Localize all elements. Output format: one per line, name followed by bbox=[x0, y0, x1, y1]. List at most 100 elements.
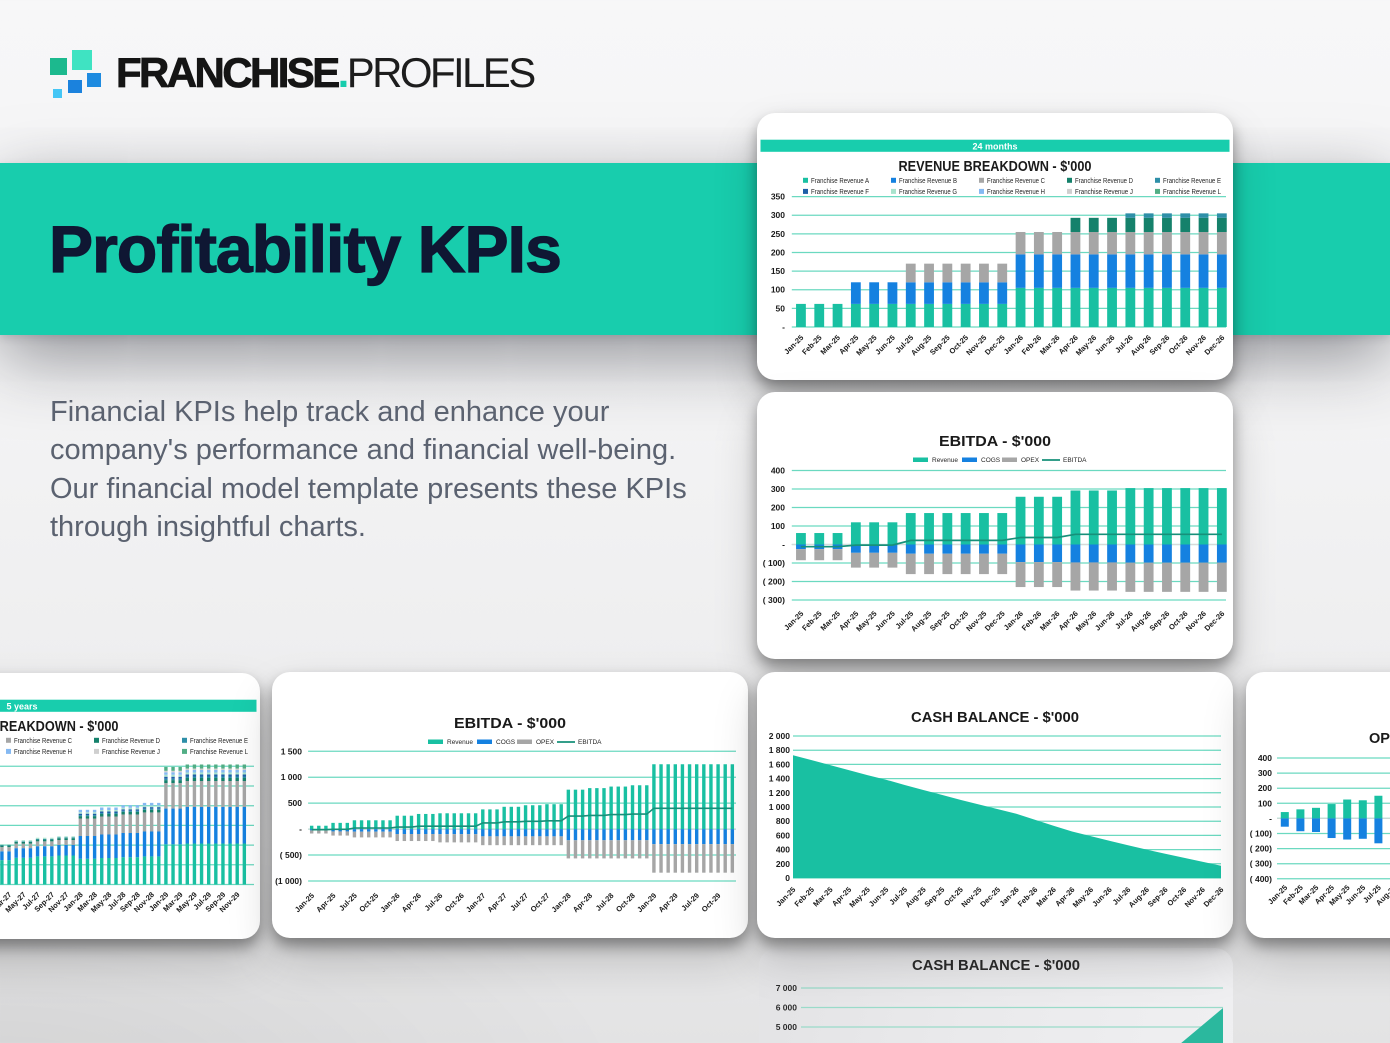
svg-text:Franchise Revenue H: Franchise Revenue H bbox=[14, 749, 72, 756]
svg-text:Franchise Revenue J: Franchise Revenue J bbox=[102, 749, 160, 756]
svg-text:-: - bbox=[782, 322, 785, 332]
svg-text:COGS: COGS bbox=[981, 457, 1001, 464]
svg-text:Sep-25: Sep-25 bbox=[923, 885, 947, 909]
svg-text:( 200): ( 200) bbox=[763, 577, 785, 587]
svg-text:Franchise Revenue F: Franchise Revenue F bbox=[811, 189, 869, 196]
svg-text:EBITDA: EBITDA bbox=[1063, 457, 1087, 464]
svg-text:Franchise Revenue L: Franchise Revenue L bbox=[1163, 189, 1221, 196]
svg-text:Franchise Revenue C: Franchise Revenue C bbox=[987, 178, 1045, 185]
svg-text:-: - bbox=[1269, 813, 1272, 823]
svg-text:REVENUE BREAKDOWN - $'000: REVENUE BREAKDOWN - $'000 bbox=[899, 159, 1092, 175]
svg-text:( 200): ( 200) bbox=[1250, 844, 1272, 854]
svg-text:Franchise Revenue L: Franchise Revenue L bbox=[190, 749, 248, 756]
svg-text:Oct-28: Oct-28 bbox=[614, 891, 637, 914]
svg-text:350: 350 bbox=[771, 192, 785, 202]
svg-text:Aug-26: Aug-26 bbox=[1129, 609, 1153, 633]
svg-text:Sep-26: Sep-26 bbox=[1146, 885, 1170, 909]
svg-text:Jan-25: Jan-25 bbox=[293, 891, 316, 914]
svg-text:OPEX: OPEX bbox=[1021, 457, 1040, 464]
svg-text:Dec-25: Dec-25 bbox=[983, 609, 1007, 633]
svg-text:Apr-27: Apr-27 bbox=[485, 891, 508, 914]
svg-text:Nov-25: Nov-25 bbox=[959, 885, 983, 909]
svg-text:-: - bbox=[299, 824, 302, 834]
svg-text:-: - bbox=[782, 540, 785, 550]
svg-text:Franchise Revenue J: Franchise Revenue J bbox=[1075, 189, 1133, 196]
svg-text:CASH BALANCE - $'000: CASH BALANCE - $'000 bbox=[912, 958, 1080, 974]
svg-text:Dec-26: Dec-26 bbox=[1203, 333, 1227, 357]
svg-text:(1 000): (1 000) bbox=[275, 876, 302, 886]
svg-text:1 000: 1 000 bbox=[769, 802, 791, 812]
svg-text:Mar-25: Mar-25 bbox=[819, 609, 842, 632]
svg-text:May-26: May-26 bbox=[1074, 333, 1098, 357]
svg-text:1 500: 1 500 bbox=[281, 746, 303, 756]
svg-text:300: 300 bbox=[771, 484, 785, 494]
svg-text:1 800: 1 800 bbox=[769, 745, 791, 755]
svg-text:Franchise Revenue H: Franchise Revenue H bbox=[987, 189, 1045, 196]
svg-text:1 200: 1 200 bbox=[769, 788, 791, 798]
svg-text:EBITDA - $'000: EBITDA - $'000 bbox=[939, 434, 1051, 450]
svg-text:Mar-26: Mar-26 bbox=[1038, 333, 1061, 356]
svg-text:May-25: May-25 bbox=[847, 885, 871, 909]
svg-text:500: 500 bbox=[288, 798, 302, 808]
svg-text:EBITDA - $'000: EBITDA - $'000 bbox=[454, 716, 566, 732]
svg-text:Franchise Revenue D: Franchise Revenue D bbox=[1075, 178, 1133, 185]
svg-text:Aug-26: Aug-26 bbox=[1127, 885, 1151, 909]
svg-text:1 600: 1 600 bbox=[769, 759, 791, 769]
svg-text:OPERATING CASH FLOW - $'000: OPERATING CASH FLOW - $'000 bbox=[1369, 731, 1390, 747]
svg-text:200: 200 bbox=[771, 248, 785, 258]
svg-text:( 100): ( 100) bbox=[1250, 829, 1272, 839]
svg-text:Jun-26: Jun-26 bbox=[1093, 609, 1116, 632]
svg-text:Oct-29: Oct-29 bbox=[700, 891, 723, 914]
svg-text:Dec-25: Dec-25 bbox=[978, 885, 1002, 909]
svg-text:Aug-25: Aug-25 bbox=[909, 609, 933, 633]
svg-text:COGS: COGS bbox=[496, 739, 516, 746]
svg-text:Franchise Revenue G: Franchise Revenue G bbox=[899, 189, 957, 196]
svg-text:Sep-26: Sep-26 bbox=[1148, 609, 1172, 633]
svg-text:100: 100 bbox=[771, 521, 785, 531]
svg-text:200: 200 bbox=[776, 859, 790, 869]
svg-text:600: 600 bbox=[776, 830, 790, 840]
svg-text:400: 400 bbox=[776, 845, 790, 855]
svg-text:Sep-26: Sep-26 bbox=[1148, 333, 1172, 357]
svg-text:6 000: 6 000 bbox=[776, 1003, 798, 1013]
svg-text:Franchise Revenue B: Franchise Revenue B bbox=[899, 178, 957, 185]
svg-text:24 months: 24 months bbox=[972, 142, 1017, 152]
svg-text:0: 0 bbox=[785, 873, 790, 883]
svg-text:4 000: 4 000 bbox=[776, 1042, 798, 1043]
svg-text:Franchise Revenue A: Franchise Revenue A bbox=[811, 178, 869, 185]
svg-text:Aug-26: Aug-26 bbox=[1129, 333, 1153, 357]
svg-text:400: 400 bbox=[771, 466, 785, 476]
svg-text:Jun-25: Jun-25 bbox=[873, 333, 896, 356]
svg-text:May-26: May-26 bbox=[1071, 885, 1095, 909]
svg-text:Franchise Revenue D: Franchise Revenue D bbox=[102, 738, 160, 745]
svg-text:( 400): ( 400) bbox=[1250, 874, 1272, 884]
svg-text:Franchise Revenue E: Franchise Revenue E bbox=[1163, 178, 1221, 185]
svg-text:800: 800 bbox=[776, 816, 790, 826]
svg-text:150: 150 bbox=[771, 266, 785, 276]
svg-text:Mar-25: Mar-25 bbox=[819, 333, 842, 356]
svg-text:Dec-26: Dec-26 bbox=[1202, 885, 1226, 909]
svg-text:Oct-26: Oct-26 bbox=[443, 891, 466, 914]
svg-text:250: 250 bbox=[771, 229, 785, 239]
svg-text:Sep-25: Sep-25 bbox=[928, 333, 952, 357]
svg-text:Nov-26: Nov-26 bbox=[1183, 885, 1207, 909]
svg-text:Jan-27: Jan-27 bbox=[464, 891, 487, 914]
svg-text:Jul-28: Jul-28 bbox=[594, 891, 616, 913]
svg-text:Oct-25: Oct-25 bbox=[357, 891, 380, 914]
svg-text:Revenue: Revenue bbox=[447, 739, 473, 746]
svg-text:Apr-26: Apr-26 bbox=[400, 891, 423, 914]
svg-text:5 years: 5 years bbox=[6, 702, 37, 712]
svg-text:Feb-26: Feb-26 bbox=[1016, 885, 1039, 908]
svg-text:( 300): ( 300) bbox=[1250, 859, 1272, 869]
svg-text:May-25: May-25 bbox=[854, 333, 878, 357]
svg-text:Jun-26: Jun-26 bbox=[1093, 333, 1116, 356]
svg-text:( 500): ( 500) bbox=[280, 850, 302, 860]
svg-text:Jul-26: Jul-26 bbox=[423, 891, 445, 913]
svg-text:Franchise Revenue E: Franchise Revenue E bbox=[190, 738, 248, 745]
svg-text:300: 300 bbox=[1258, 768, 1272, 778]
svg-text:EBITDA: EBITDA bbox=[578, 739, 602, 746]
svg-text:Mar-26: Mar-26 bbox=[1034, 885, 1057, 908]
svg-text:Apr-25: Apr-25 bbox=[314, 891, 337, 914]
svg-text:Mar-25: Mar-25 bbox=[811, 885, 834, 908]
svg-text:CASH BALANCE - $'000: CASH BALANCE - $'000 bbox=[911, 710, 1079, 726]
